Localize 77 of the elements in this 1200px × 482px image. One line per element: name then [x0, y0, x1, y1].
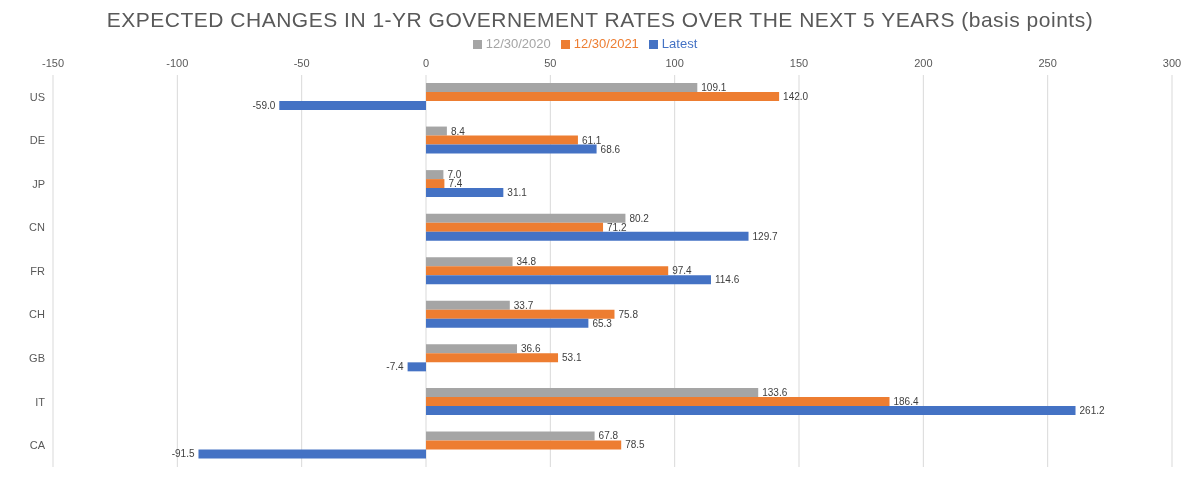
x-tick-label: 200 [914, 57, 933, 69]
data-label: 78.5 [625, 439, 646, 451]
data-label: 97.4 [672, 265, 693, 277]
data-label: 75.8 [618, 308, 639, 320]
x-tick-label: 0 [422, 57, 430, 69]
bar [426, 266, 669, 276]
bar [426, 431, 595, 441]
x-tick-label: -100 [166, 57, 189, 69]
data-label: 186.4 [893, 395, 919, 407]
bar [407, 362, 426, 372]
bar [426, 300, 510, 310]
data-label: 109.1 [701, 82, 727, 93]
y-tick-label: IT [35, 395, 46, 408]
x-tick-label: 100 [665, 57, 684, 69]
y-tick-label: GB [29, 352, 45, 365]
data-label: 34.8 [516, 256, 537, 268]
legend-label: 12/30/2021 [573, 36, 639, 51]
data-label: 61.1 [581, 134, 602, 146]
x-tick-label: -50 [293, 57, 310, 69]
bar [426, 440, 622, 450]
bar [198, 449, 426, 459]
bar [426, 353, 559, 363]
bar [279, 101, 426, 110]
legend-label: Latest [661, 36, 698, 51]
bar [426, 344, 518, 354]
data-label: 31.1 [507, 187, 528, 199]
data-label: 68.6 [600, 143, 621, 155]
y-tick-label: FR [30, 264, 46, 277]
y-tick-label: DE [29, 134, 45, 147]
bar [426, 188, 504, 198]
data-label: 67.8 [598, 430, 619, 442]
x-tick-label: 300 [1162, 57, 1182, 69]
bar [426, 257, 513, 267]
data-label: -7.4 [386, 361, 405, 373]
bar [426, 83, 698, 92]
data-label: 33.7 [513, 299, 534, 311]
data-label: 53.1 [562, 352, 582, 364]
bar [426, 387, 759, 397]
y-tick-label: CN [29, 221, 46, 234]
bar [426, 144, 597, 154]
data-label: 261.2 [1079, 404, 1105, 416]
data-label: 8.4 [450, 125, 466, 137]
bar [426, 318, 589, 328]
bar [426, 396, 890, 406]
legend-label: 12/30/2020 [485, 36, 551, 51]
bar [426, 92, 780, 101]
x-tick-label: 250 [1038, 57, 1057, 69]
bar [426, 309, 615, 319]
chart-title: EXPECTED CHANGES IN 1-YR GOVERNEMENT RATES OVER THE NEXT 5 YEARS (basis points) [105, 8, 1095, 32]
data-label: -91.5 [171, 448, 195, 460]
data-label: 65.3 [592, 317, 613, 329]
y-tick-label: US [29, 90, 45, 103]
bar [426, 213, 626, 223]
data-label: 129.7 [752, 230, 778, 242]
bar [426, 231, 749, 241]
data-label: 36.6 [521, 343, 541, 355]
bar [426, 222, 604, 232]
bar [426, 405, 1076, 415]
bar [426, 126, 447, 136]
bar [426, 179, 445, 189]
y-tick-label: CA [29, 439, 46, 452]
data-label: 7.4 [448, 178, 463, 190]
x-tick-label: -150 [41, 57, 65, 69]
data-label: -59.0 [252, 100, 276, 111]
data-label: 114.6 [714, 274, 740, 286]
y-tick-label: JP [32, 177, 45, 190]
y-tick-label: CH [29, 308, 46, 321]
bar [426, 275, 711, 285]
data-label: 133.6 [762, 386, 788, 398]
data-label: 142.0 [783, 91, 809, 102]
data-label: 80.2 [629, 212, 650, 224]
data-label: 71.2 [607, 221, 627, 233]
x-tick-label: 50 [544, 57, 557, 69]
bar [426, 170, 444, 180]
bar [426, 135, 578, 145]
data-label: 7.0 [447, 169, 462, 181]
x-tick-label: 150 [789, 57, 809, 69]
